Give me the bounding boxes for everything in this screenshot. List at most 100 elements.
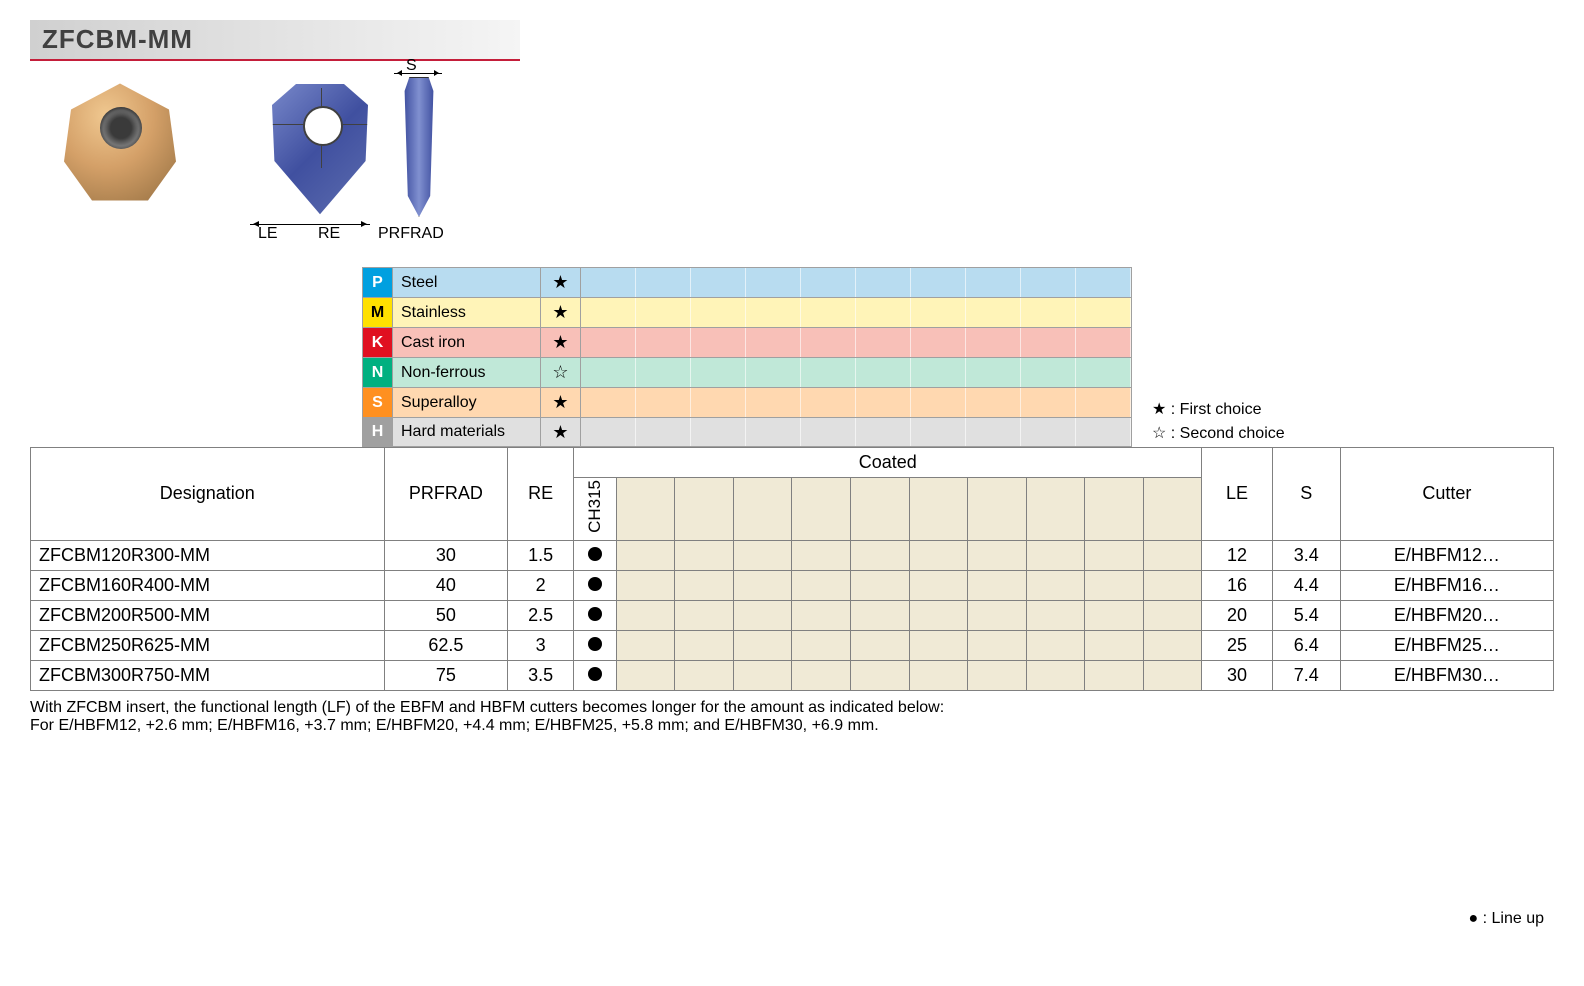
cell-blank — [616, 540, 675, 570]
material-blank-cell — [691, 328, 746, 357]
material-blank-cell — [636, 388, 691, 417]
material-row: MStainless★ — [362, 297, 1132, 327]
cell-designation: ZFCBM160R400-MM — [31, 570, 385, 600]
header-blank — [792, 478, 851, 541]
cell-blank — [733, 660, 792, 690]
material-blank-cell — [911, 268, 966, 297]
cell-le: 16 — [1202, 570, 1272, 600]
material-blank-cell — [636, 268, 691, 297]
cell-blank — [733, 600, 792, 630]
cell-blank — [850, 630, 909, 660]
insert-photo — [50, 77, 210, 227]
cell-cutter: E/HBFM12… — [1340, 540, 1553, 570]
material-blank-cell — [691, 388, 746, 417]
cell-prfrad: 75 — [384, 660, 508, 690]
cell-blank — [909, 540, 968, 570]
material-row: SSuperalloy★ — [362, 387, 1132, 417]
header-blank — [850, 478, 909, 541]
cell-blank — [792, 630, 851, 660]
material-blank-cell — [691, 298, 746, 327]
material-blank-cell — [856, 388, 911, 417]
page-title: ZFCBM-MM — [42, 24, 193, 54]
cell-blank — [968, 570, 1027, 600]
footnote: With ZFCBM insert, the functional length… — [30, 699, 1554, 735]
material-blank-cell — [691, 268, 746, 297]
cell-prfrad: 62.5 — [384, 630, 508, 660]
material-blank-cell — [856, 358, 911, 387]
cell-re: 3.5 — [508, 660, 574, 690]
cell-blank — [1085, 540, 1144, 570]
material-blank-cell — [1021, 298, 1076, 327]
header-le: LE — [1202, 448, 1272, 541]
table-row: ZFCBM120R300-MM301.5123.4E/HBFM12… — [31, 540, 1554, 570]
material-blank-cell — [581, 298, 636, 327]
cell-blank — [1143, 600, 1202, 630]
cell-blank — [792, 570, 851, 600]
cell-blank — [909, 630, 968, 660]
cell-blank — [1143, 660, 1202, 690]
material-blank-cell — [856, 298, 911, 327]
cell-s: 3.4 — [1272, 540, 1340, 570]
cell-designation: ZFCBM300R750-MM — [31, 660, 385, 690]
technical-drawing: LE RE S PRFRAD — [250, 77, 444, 247]
material-row: PSteel★ — [362, 267, 1132, 297]
cell-blank — [792, 660, 851, 690]
material-name: Superalloy — [393, 388, 541, 417]
material-blank-cell — [636, 298, 691, 327]
cell-blank — [616, 660, 675, 690]
material-blank-cell — [966, 388, 1021, 417]
table-row: ZFCBM300R750-MM753.5307.4E/HBFM30… — [31, 660, 1554, 690]
cell-s: 5.4 — [1272, 600, 1340, 630]
material-name: Steel — [393, 268, 541, 297]
cell-cutter: E/HBFM30… — [1340, 660, 1553, 690]
lineup-legend: ● : Line up — [1469, 910, 1545, 928]
material-star: ★ — [541, 328, 581, 357]
material-blank-cell — [581, 388, 636, 417]
cell-blank — [1026, 630, 1085, 660]
cell-grade — [574, 660, 617, 690]
material-code: K — [363, 328, 393, 357]
header-designation: Designation — [31, 448, 385, 541]
cell-blank — [792, 540, 851, 570]
cell-s: 7.4 — [1272, 660, 1340, 690]
cell-cutter: E/HBFM25… — [1340, 630, 1553, 660]
material-blank-cell — [746, 358, 801, 387]
material-blank-cell — [801, 268, 856, 297]
header-blank — [733, 478, 792, 541]
cell-designation: ZFCBM120R300-MM — [31, 540, 385, 570]
cell-s: 4.4 — [1272, 570, 1340, 600]
material-blank-cell — [966, 418, 1021, 446]
material-star: ★ — [541, 388, 581, 417]
cell-re: 3 — [508, 630, 574, 660]
lineup-dot-icon — [588, 607, 602, 621]
header-grade: CH315 — [574, 478, 617, 541]
material-blank-cell — [691, 358, 746, 387]
material-name: Cast iron — [393, 328, 541, 357]
material-star: ★ — [541, 418, 581, 446]
cell-blank — [733, 570, 792, 600]
material-blank-cell — [911, 388, 966, 417]
header-re: RE — [508, 448, 574, 541]
material-blank-cell — [746, 328, 801, 357]
cell-grade — [574, 630, 617, 660]
material-blank-cell — [581, 418, 636, 446]
cell-blank — [968, 660, 1027, 690]
cell-cutter: E/HBFM16… — [1340, 570, 1553, 600]
cell-blank — [1026, 540, 1085, 570]
lineup-dot-icon — [588, 547, 602, 561]
table-row: ZFCBM250R625-MM62.53256.4E/HBFM25… — [31, 630, 1554, 660]
cell-grade — [574, 570, 617, 600]
star-legend: ★ : First choice ☆ : Second choice — [1152, 397, 1285, 447]
header-blank — [675, 478, 734, 541]
cell-designation: ZFCBM200R500-MM — [31, 600, 385, 630]
material-star: ★ — [541, 268, 581, 297]
header-blank — [909, 478, 968, 541]
cell-designation: ZFCBM250R625-MM — [31, 630, 385, 660]
cell-blank — [616, 630, 675, 660]
diagrams-section: LE RE S PRFRAD — [30, 77, 1554, 247]
material-blank-cell — [801, 358, 856, 387]
material-blank-cell — [1076, 388, 1131, 417]
cell-blank — [675, 660, 734, 690]
cell-blank — [1143, 630, 1202, 660]
lineup-dot-icon — [588, 577, 602, 591]
